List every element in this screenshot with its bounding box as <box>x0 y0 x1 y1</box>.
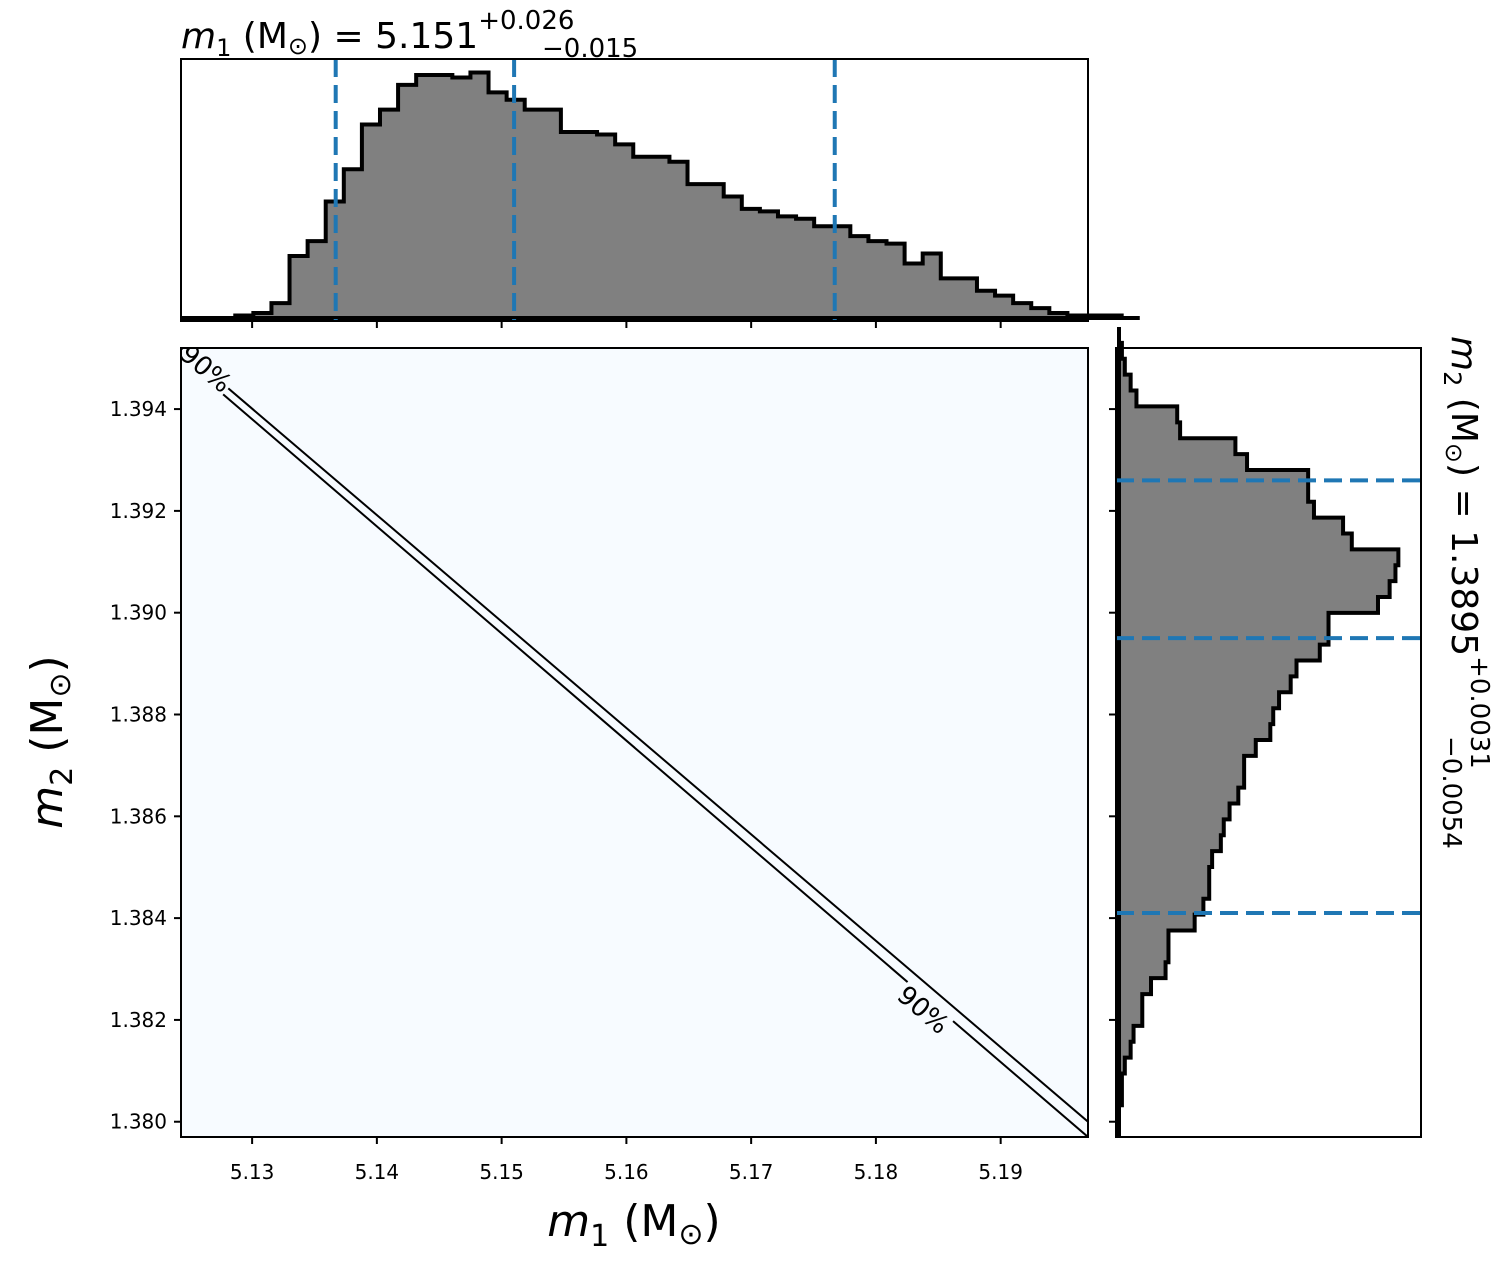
y-axis-label: m2 (M⊙) <box>22 655 80 828</box>
m1-title-sub: 1 <box>216 34 231 62</box>
x-axis-label-unit: (M <box>609 1196 678 1247</box>
joint-panel: 90%90% 5.13 5.14 5.15 5.16 5.17 5.18 5.191.380… <box>110 347 1089 1184</box>
m2-title-var: m <box>1443 336 1484 371</box>
y-tick-label-2: 1.384 <box>110 906 167 930</box>
y-axis-label-sub: 2 <box>45 767 80 786</box>
x-tick-label-2: 5.15 <box>479 1160 524 1184</box>
m1-marginal-title: m1 (M⊙) = 5.151+0.026 <box>181 6 574 62</box>
x-axis-label-var: m <box>547 1196 590 1247</box>
m2-marginal-panel <box>1109 327 1422 1138</box>
m1-title-unit: (M <box>231 16 288 57</box>
x-axis-label-sub: 1 <box>590 1219 609 1254</box>
m2-marginal-title: m2 (M⊙) = 1.3895+0.0031 <box>1438 336 1494 769</box>
y-tick-label-0: 1.380 <box>110 1110 167 1134</box>
y-axis-label-close: ) <box>22 655 73 672</box>
m2-title-unit: (M <box>1443 386 1484 443</box>
x-tick-label-0: 5.13 <box>230 1160 275 1184</box>
m2-title-value: ) = 1.3895 <box>1443 463 1484 656</box>
m1-title-sun: ⊙ <box>288 32 308 60</box>
y-tick-label-1: 1.382 <box>110 1008 167 1032</box>
x-tick-label-1: 5.14 <box>355 1160 400 1184</box>
contour-line-1 <box>181 348 1088 1123</box>
m2-title-upper-error: +0.0031 <box>1464 656 1494 769</box>
m1-marginal-panel <box>180 58 1140 328</box>
x-tick-label-3: 5.16 <box>604 1160 649 1184</box>
m2-histogram-bars <box>1117 327 1401 1137</box>
y-axis-label-sun: ⊙ <box>43 672 78 697</box>
m2-title-sub: 2 <box>1438 371 1466 386</box>
m1-histogram-bars <box>181 70 1140 320</box>
m1-title-var: m <box>181 16 216 57</box>
y-tick-label-6: 1.392 <box>110 499 167 523</box>
y-tick-label-3: 1.386 <box>110 804 167 828</box>
x-tick-label-5: 5.18 <box>854 1160 899 1184</box>
y-tick-label-4: 1.388 <box>110 703 167 727</box>
x-tick-label-4: 5.17 <box>729 1160 774 1184</box>
y-axis-label-var: m <box>22 786 73 829</box>
m2-title-sun: ⊙ <box>1440 443 1468 463</box>
contour-label-bg-1 <box>892 980 955 1040</box>
m2-title-lower-error: −0.0054 <box>1436 736 1466 849</box>
x-tick-label-6: 5.19 <box>978 1160 1023 1184</box>
contour-label-bg-0 <box>181 348 238 398</box>
m1-title-upper-error: +0.026 <box>478 6 574 36</box>
y-tick-label-7: 1.394 <box>110 397 167 421</box>
m1-title-value: ) = 5.151 <box>308 16 478 57</box>
m1-title-lower-error: −0.015 <box>542 34 638 64</box>
x-axis-label: m1 (M⊙) <box>547 1196 720 1254</box>
y-axis-label-unit: (M <box>22 698 73 767</box>
y-tick-label-5: 1.390 <box>110 601 167 625</box>
joint-panel-frame <box>180 347 1089 1138</box>
m2-marginal-frame <box>1115 347 1422 1138</box>
x-axis-label-close: ) <box>704 1196 721 1247</box>
m1-marginal-frame <box>180 58 1089 322</box>
x-axis-label-sun: ⊙ <box>678 1217 703 1252</box>
